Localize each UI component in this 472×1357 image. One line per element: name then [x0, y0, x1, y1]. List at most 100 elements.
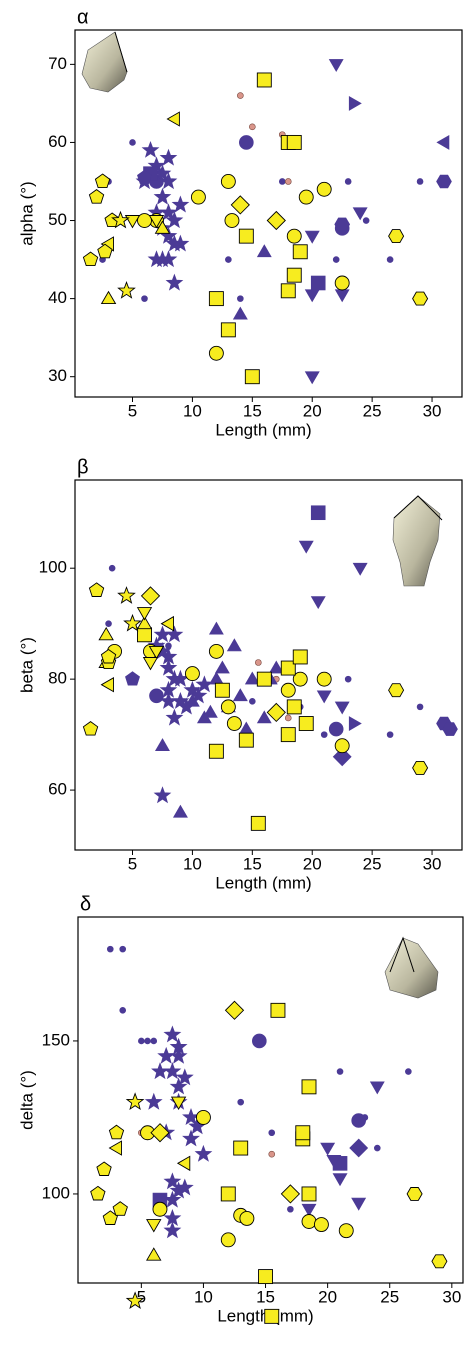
- point: [352, 562, 368, 576]
- point: [334, 701, 350, 715]
- point: [154, 738, 170, 752]
- point: [292, 649, 308, 665]
- point: [163, 1172, 182, 1190]
- point: [362, 217, 370, 224]
- point: [352, 207, 368, 221]
- y-tick-label: 80: [48, 669, 67, 688]
- point: [374, 1144, 381, 1152]
- point: [129, 139, 136, 146]
- point: [108, 1140, 122, 1156]
- point: [171, 234, 190, 252]
- point: [292, 671, 308, 687]
- point: [328, 59, 344, 73]
- point: [249, 698, 256, 705]
- point: [159, 203, 178, 221]
- point: [326, 1155, 342, 1168]
- point: [349, 1138, 369, 1158]
- point: [82, 721, 99, 736]
- point: [334, 217, 351, 232]
- point: [159, 250, 178, 268]
- point: [153, 625, 172, 643]
- point: [256, 710, 272, 724]
- point: [153, 187, 172, 205]
- point: [220, 174, 236, 189]
- point: [166, 111, 180, 127]
- point: [100, 648, 117, 664]
- point: [169, 1046, 188, 1064]
- point: [313, 1217, 329, 1233]
- x-tick-label: 15: [243, 401, 262, 420]
- point: [169, 1077, 188, 1095]
- y-tick-label: 150: [42, 1030, 70, 1049]
- point: [154, 220, 171, 234]
- point: [165, 625, 184, 643]
- point: [386, 256, 394, 263]
- panel-title: β: [77, 456, 89, 478]
- point: [405, 1068, 412, 1075]
- x-tick-label: 5: [128, 401, 137, 420]
- point: [416, 703, 424, 711]
- point: [301, 1186, 317, 1202]
- plot-frame: [74, 29, 463, 398]
- point: [256, 72, 272, 88]
- point: [348, 95, 362, 111]
- point: [184, 693, 200, 707]
- point: [98, 626, 114, 641]
- point: [436, 174, 452, 189]
- point: [270, 1002, 286, 1018]
- point: [111, 210, 130, 229]
- point: [332, 256, 340, 263]
- point: [238, 228, 254, 244]
- point: [332, 747, 352, 767]
- y-axis-label: alpha (°): [17, 181, 36, 245]
- point: [165, 211, 184, 229]
- point: [316, 671, 332, 687]
- x-tick-label: 5: [128, 854, 137, 873]
- point: [320, 731, 328, 738]
- point: [244, 369, 260, 385]
- point: [172, 804, 188, 818]
- point: [351, 1113, 366, 1128]
- point: [220, 699, 236, 715]
- point: [280, 1184, 301, 1204]
- point: [159, 691, 178, 709]
- y-tick-label: 40: [48, 288, 67, 307]
- x-tick-label: 25: [363, 401, 382, 420]
- point: [232, 688, 248, 702]
- point: [298, 540, 314, 554]
- point: [146, 1219, 162, 1233]
- point: [214, 682, 230, 698]
- point: [264, 1308, 280, 1324]
- point: [117, 586, 136, 604]
- point: [108, 564, 116, 572]
- point: [208, 291, 224, 307]
- point: [412, 760, 429, 775]
- point: [344, 675, 352, 683]
- point: [144, 1092, 163, 1110]
- point: [159, 148, 178, 166]
- point: [220, 322, 236, 338]
- point: [348, 716, 362, 732]
- point: [255, 659, 262, 666]
- point: [148, 645, 165, 660]
- point: [90, 1185, 106, 1201]
- point: [195, 1109, 211, 1125]
- point: [284, 178, 292, 185]
- point: [244, 671, 260, 685]
- point: [190, 189, 206, 205]
- point: [388, 683, 405, 698]
- point: [316, 690, 332, 704]
- point: [125, 1291, 145, 1309]
- panel-title: α: [77, 6, 89, 28]
- point: [171, 195, 190, 213]
- point: [119, 945, 127, 953]
- point: [125, 671, 140, 686]
- point: [208, 345, 224, 361]
- point: [436, 134, 450, 150]
- point: [336, 1068, 344, 1075]
- x-tick-label: 25: [363, 854, 382, 873]
- point: [148, 215, 165, 229]
- point: [163, 1025, 182, 1043]
- point: [225, 256, 232, 263]
- point: [351, 1197, 367, 1211]
